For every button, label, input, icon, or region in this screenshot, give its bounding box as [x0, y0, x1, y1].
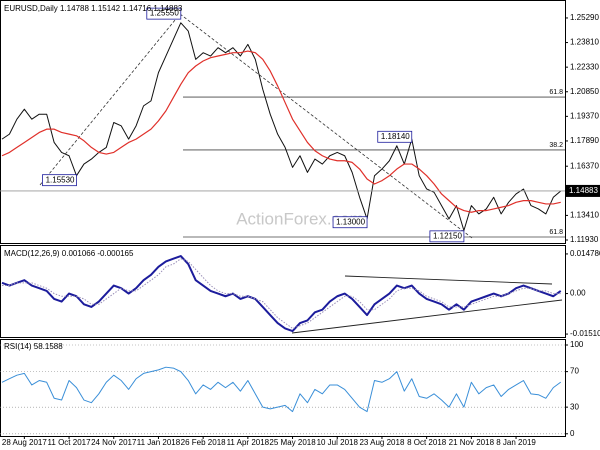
panel-title: RSI(14) 58.1588: [4, 342, 63, 351]
x-tick-label: 11 Apr 2018: [227, 438, 270, 447]
x-tick-label: 11 Jan 2018: [137, 438, 181, 447]
y-tick-label: 30: [570, 402, 579, 411]
y-tick-label: 70: [570, 367, 579, 376]
price-annotation-box: [377, 130, 413, 143]
current-price-label: 1.14883: [569, 186, 598, 195]
y-tick-label: 1.16370: [570, 161, 599, 170]
y-tick-label: 1.23810: [570, 38, 599, 47]
macd-panel-frame: [0, 245, 566, 338]
price-annotation-label: 1.13000: [336, 217, 365, 226]
y-tick-label: 1.19370: [570, 111, 599, 120]
series-line: [1, 22, 562, 232]
x-tick-label: 24 Nov 2017: [91, 438, 137, 447]
price-annotation-label: 1.12150: [433, 231, 462, 240]
y-tick-label: 1.20850: [570, 87, 599, 96]
series-line: [1, 366, 562, 413]
macd-trend-line: [291, 299, 563, 334]
y-tick-label: 1.22330: [570, 62, 599, 71]
fib-ratio: 61.8: [549, 229, 563, 236]
x-tick-label: 8 Oct 2018: [407, 438, 447, 447]
trend-line: [39, 13, 181, 186]
x-tick-label: 25 May 2018: [269, 438, 316, 447]
x-tick-label: 11 Oct 2017: [48, 438, 92, 447]
x-tick-label: 21 Nov 2018: [449, 438, 495, 447]
fib-ratio: 61.8: [549, 89, 563, 96]
price-annotation-box: [146, 7, 182, 20]
y-tick-label: 1.17890: [570, 136, 599, 145]
fib-ratio: 38.2: [549, 142, 563, 149]
x-tick-label: 23 Aug 2018: [359, 438, 404, 447]
price-annotation-box: [42, 174, 77, 187]
y-tick-label: 0: [570, 429, 575, 438]
trend-line: [179, 13, 473, 239]
panel-title: EURUSD,Daily 1.14788 1.15142 1.14716 1.1…: [4, 4, 183, 13]
watermark: ActionForex.com: [236, 209, 364, 228]
y-tick-label: -0.015107: [570, 329, 600, 338]
series-line: [1, 50, 561, 213]
x-tick-label: 8 Jan 2019: [496, 438, 536, 447]
y-tick-label: 0.00: [570, 289, 586, 298]
y-tick-label: 1.11930: [570, 235, 599, 244]
price-annotation-box: [332, 216, 368, 229]
x-tick-label: 10 Jul 2018: [317, 438, 359, 447]
x-tick-label: 28 Aug 2017: [2, 438, 47, 447]
macd-trend-line: [344, 275, 553, 285]
price-panel-frame: [0, 0, 566, 244]
series-line: [2, 258, 561, 329]
y-tick-label: 1.25290: [570, 13, 599, 22]
price-annotation-label: 1.18140: [381, 132, 410, 141]
rsi-panel-frame: [0, 339, 566, 437]
y-tick-label: 1.13410: [570, 211, 599, 220]
price-annotation-label: 1.15530: [46, 175, 75, 184]
y-tick-label: 0.014786: [570, 249, 600, 258]
current-price-box: [566, 184, 600, 197]
x-tick-label: 26 Feb 2018: [181, 438, 226, 447]
price-annotation-box: [429, 230, 465, 243]
y-tick-label: 100: [570, 340, 584, 349]
price-annotation-label: 1.25550: [150, 9, 179, 18]
panel-title: MACD(12,26,9) 0.001066 -0.000165: [4, 249, 134, 258]
